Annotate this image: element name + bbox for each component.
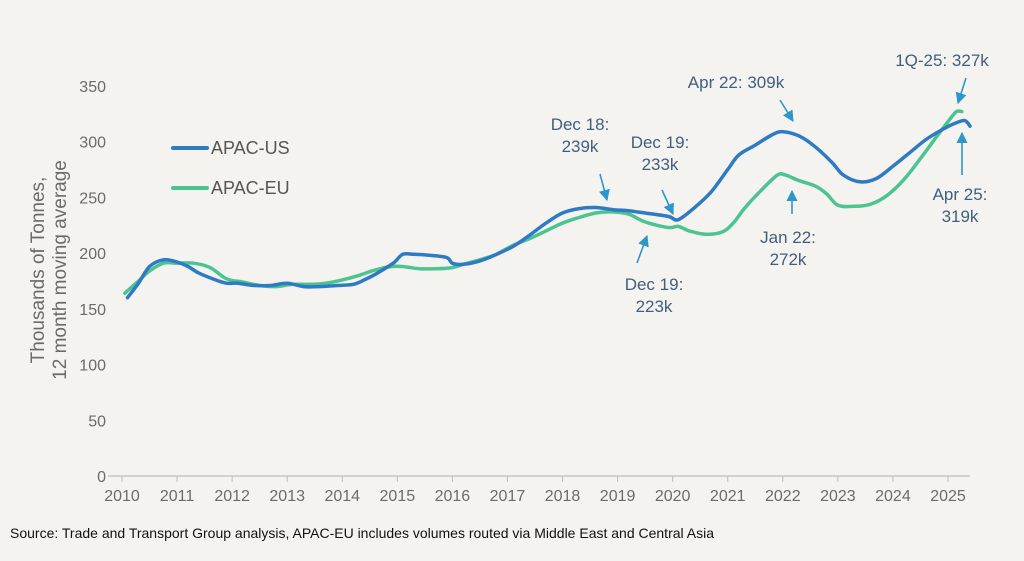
x-tick-label: 2021 bbox=[710, 488, 746, 505]
x-tick-label: 2011 bbox=[160, 488, 195, 505]
annotation-line: Dec 19: bbox=[631, 133, 690, 152]
y-axis-label: Thousands of Tonnes,12 month moving aver… bbox=[28, 160, 71, 380]
y-tick-label: 150 bbox=[79, 302, 106, 319]
x-tick-label: 2015 bbox=[380, 488, 416, 505]
annotation-line: 319k bbox=[942, 207, 979, 226]
y-axis-label-line: 12 month moving average bbox=[50, 160, 71, 380]
y-tick-label: 50 bbox=[88, 413, 106, 430]
annotation-label: Dec 19: 233k bbox=[631, 133, 690, 174]
series-line-apac-us bbox=[125, 118, 972, 300]
y-tick-label: 250 bbox=[79, 190, 106, 207]
x-tick-label: 2010 bbox=[104, 488, 140, 505]
y-tick-label: 300 bbox=[79, 135, 106, 152]
x-tick-label: 2023 bbox=[820, 488, 856, 505]
annotation-arrow bbox=[779, 99, 794, 122]
annotation-line: 233k bbox=[642, 155, 679, 174]
annotation-arrow bbox=[598, 173, 610, 202]
annotation-label: Apr 22: 309k bbox=[688, 73, 785, 92]
annotation-line: Apr 22: 309k bbox=[688, 73, 785, 92]
annotation-label: 1Q-25: 327k bbox=[895, 51, 989, 70]
y-tick-label: 0 bbox=[97, 469, 106, 486]
x-tick-label: 2019 bbox=[600, 488, 636, 505]
annotation-arrow bbox=[636, 234, 649, 264]
y-tick-label: 100 bbox=[79, 358, 106, 375]
annotation-line: Dec 18: bbox=[551, 115, 610, 134]
y-tick-label: 200 bbox=[79, 246, 106, 263]
annotation-line: 239k bbox=[562, 137, 599, 156]
x-tick-label: 2012 bbox=[214, 488, 250, 505]
legend-label-apac-eu: APAC-EU bbox=[211, 178, 290, 198]
series-lines bbox=[123, 109, 972, 300]
legend-label-apac-us: APAC-US bbox=[211, 138, 290, 158]
line-chart: 0 50 100 150 200 250 300 350 2010 2011 2012 2013 201… bbox=[28, 51, 990, 505]
x-tick-label: 2013 bbox=[269, 488, 305, 505]
annotation-label: Apr 25: 319k bbox=[933, 185, 988, 226]
axes-group: 0 50 100 150 200 250 300 350 2010 2011 2012 2013 201… bbox=[28, 79, 970, 505]
source-note: Source: Trade and Transport Group analys… bbox=[10, 525, 714, 541]
y-tick-label: 350 bbox=[79, 79, 106, 96]
x-tick-label: 2024 bbox=[875, 488, 911, 505]
y-axis-label-line: Thousands of Tonnes, bbox=[28, 177, 49, 364]
x-tick-label: 2017 bbox=[490, 488, 526, 505]
annotations-group: Dec 18: 239k Dec 19: 233k Apr 22: 309k 1Q-25:… bbox=[551, 51, 990, 316]
annotation-line: Jan 22: bbox=[760, 228, 816, 247]
annotation-label: Dec 19: 223k bbox=[625, 275, 684, 316]
legend: APAC-US APAC-EU bbox=[171, 138, 290, 198]
annotation-arrow bbox=[955, 77, 967, 105]
annotation-line: 223k bbox=[636, 297, 673, 316]
annotation-line: Apr 25: bbox=[933, 185, 988, 204]
x-tick-label: 2016 bbox=[435, 488, 471, 505]
x-tick-label: 2014 bbox=[324, 488, 360, 505]
annotation-arrow bbox=[661, 189, 674, 216]
annotation-line: 272k bbox=[770, 250, 807, 269]
annotation-label: Jan 22: 272k bbox=[760, 228, 816, 269]
x-tick-label: 2025 bbox=[930, 488, 966, 505]
annotation-line: Dec 19: bbox=[625, 275, 684, 294]
annotation-label: Dec 18: 239k bbox=[551, 115, 610, 156]
annotation-line: 1Q-25: 327k bbox=[895, 51, 989, 70]
x-tick-label: 2020 bbox=[655, 488, 691, 505]
x-tick-label: 2022 bbox=[765, 488, 801, 505]
x-tick-label: 2018 bbox=[545, 488, 581, 505]
